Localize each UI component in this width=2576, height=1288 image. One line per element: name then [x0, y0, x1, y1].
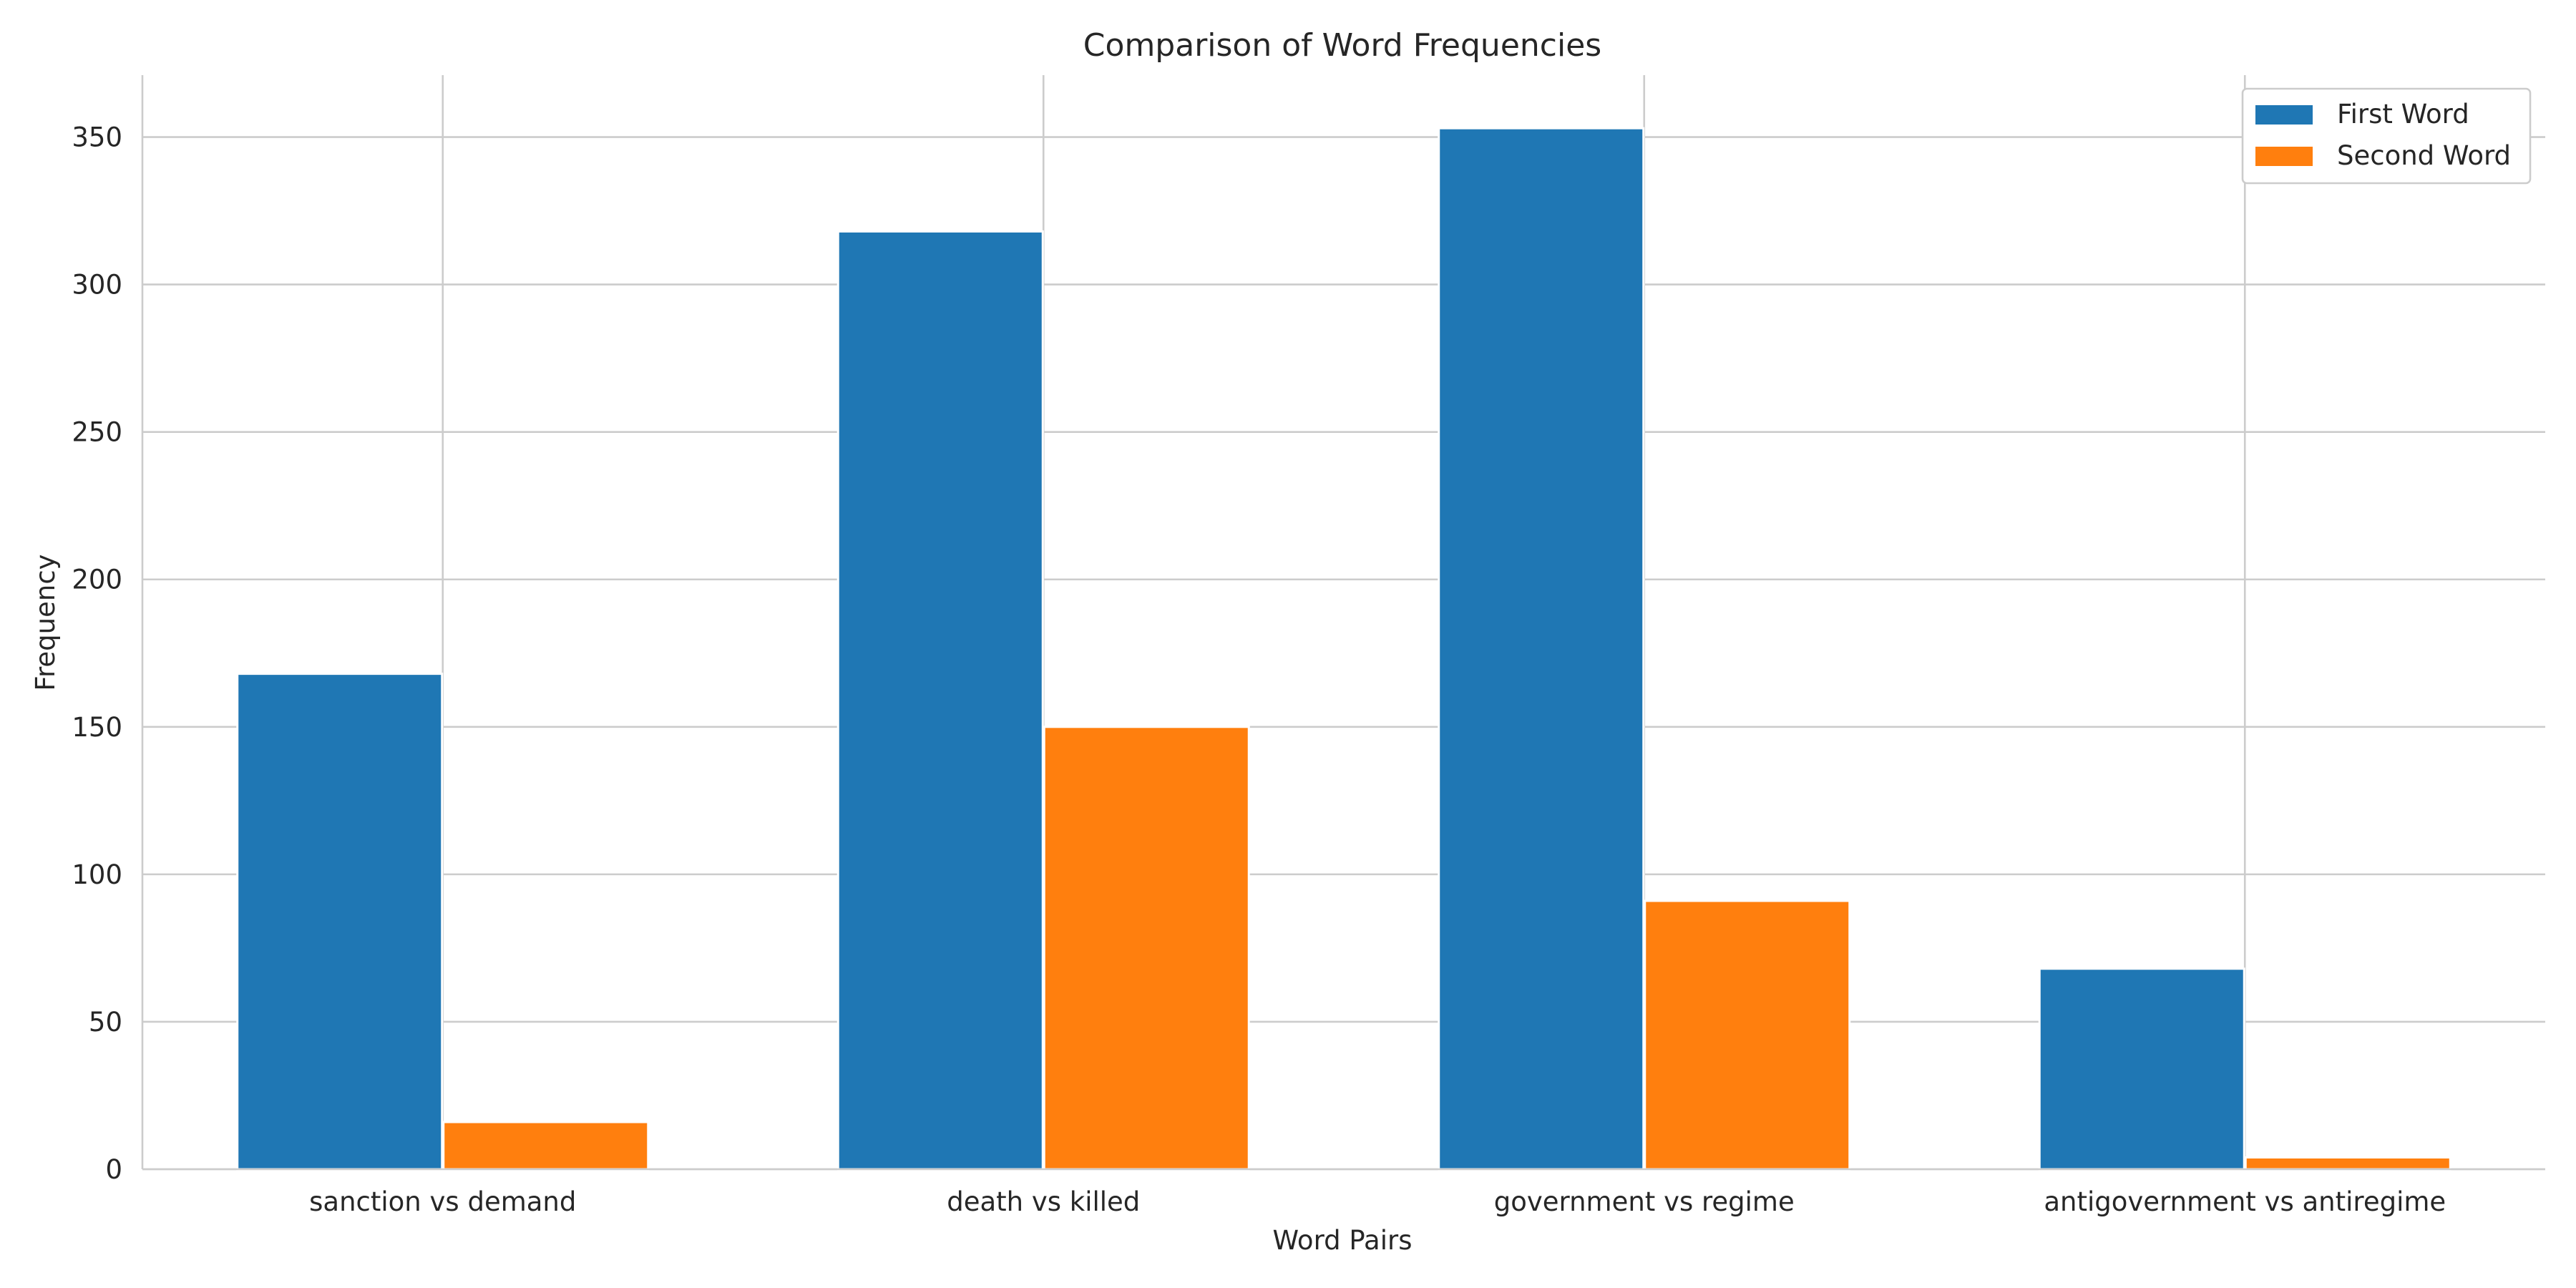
y-tick-label: 350 — [72, 122, 122, 153]
bar-first-word-government-vs-regime — [1438, 127, 1645, 1171]
y-tick-label: 250 — [72, 417, 122, 448]
bar-first-word-sanction-vs-demand — [236, 673, 444, 1171]
x-axis-label: Word Pairs — [1273, 1225, 1413, 1256]
y-tick-labels: 0 50 100 150 200 250 300 350 — [72, 122, 122, 1185]
x-tick-label: government vs regime — [1494, 1186, 1795, 1217]
legend-label-second-word: Second Word — [2337, 140, 2511, 171]
bar-first-word-death-vs-killed — [836, 230, 1044, 1171]
y-tick-label: 150 — [72, 712, 122, 743]
bar-second-word-death-vs-killed — [1043, 726, 1250, 1171]
legend-label-first-word: First Word — [2337, 99, 2469, 130]
x-tick-labels: sanction vs demand death vs killed governm… — [309, 1186, 2446, 1217]
y-tick-label: 200 — [72, 565, 122, 595]
legend-box — [2241, 87, 2532, 185]
legend-swatch-second-word — [2255, 147, 2313, 166]
y-tick-label: 100 — [72, 859, 122, 890]
axes-spines — [141, 75, 2545, 1171]
bar-second-word-government-vs-regime — [1644, 899, 1851, 1171]
y-tick-label: 50 — [89, 1007, 122, 1038]
y-tick-label: 0 — [105, 1154, 122, 1185]
legend-swatch-first-word — [2255, 105, 2313, 125]
x-tick-label: death vs killed — [947, 1186, 1140, 1217]
y-axis-label: Frequency — [30, 554, 61, 691]
bar-first-word-antigovernment-vs-antiregime — [2038, 967, 2245, 1171]
legend: First Word Second Word — [2241, 87, 2532, 185]
chart-title: Comparison of Word Frequencies — [1083, 27, 1601, 64]
bar-second-word-antigovernment-vs-antiregime — [2244, 1156, 2451, 1171]
bar-second-word-sanction-vs-demand — [442, 1121, 650, 1171]
x-tick-label: sanction vs demand — [309, 1186, 576, 1217]
x-tick-label: antigovernment vs antiregime — [2044, 1186, 2446, 1217]
y-tick-label: 300 — [72, 270, 122, 301]
bars — [236, 127, 2451, 1171]
